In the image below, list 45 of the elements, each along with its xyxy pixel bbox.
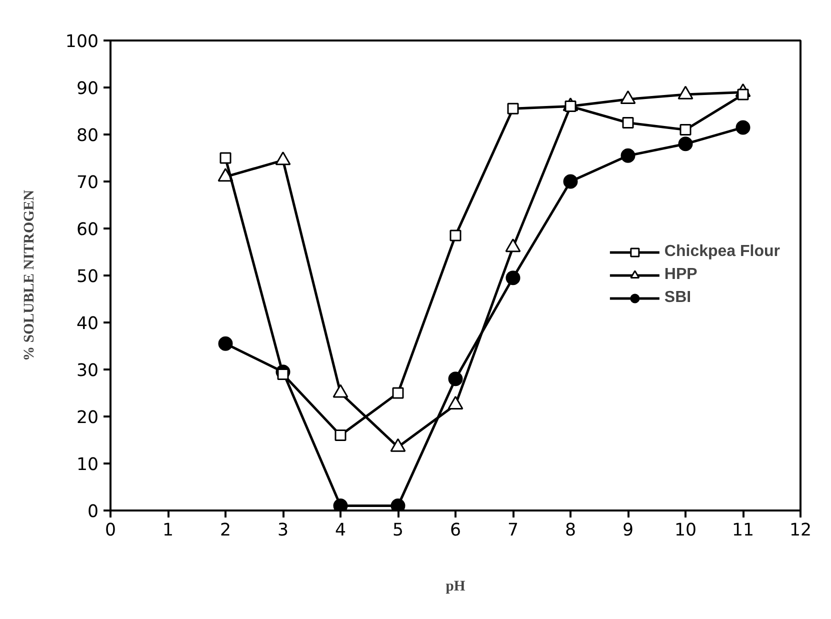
x-tick-label: 7 bbox=[507, 520, 519, 540]
point bbox=[220, 152, 232, 164]
x-tick-label: 0 bbox=[104, 520, 116, 540]
x-tick-label: 10 bbox=[674, 520, 697, 540]
x-tick-label: 5 bbox=[392, 520, 404, 540]
y-tick-label: 60 bbox=[76, 220, 99, 240]
point bbox=[622, 117, 634, 128]
y-tick-label: 10 bbox=[76, 455, 99, 475]
point bbox=[563, 174, 578, 189]
x-axis-title: pH bbox=[446, 578, 466, 594]
y-axis-title: % SOLUBLE NITROGEN bbox=[21, 190, 38, 362]
legend-label: HPP bbox=[664, 266, 698, 284]
point bbox=[620, 148, 636, 163]
point bbox=[448, 372, 463, 386]
point bbox=[736, 120, 750, 135]
x-tick-label: 12 bbox=[789, 520, 812, 540]
point bbox=[390, 498, 406, 510]
y-tick-label: 70 bbox=[76, 173, 99, 193]
y-tick-label: 80 bbox=[76, 126, 99, 146]
y-tick-label: 30 bbox=[76, 361, 99, 381]
y-tick-label: 50 bbox=[76, 267, 99, 287]
x-tick-label: 4 bbox=[334, 520, 346, 540]
x-tick-label: 9 bbox=[622, 520, 634, 540]
point bbox=[506, 270, 520, 286]
x-tick-label: 8 bbox=[564, 520, 576, 540]
y-tick-label: 0 bbox=[87, 502, 99, 522]
legend-label: Chickpea Flour bbox=[664, 243, 780, 261]
point bbox=[507, 102, 519, 114]
legend-label: SBI bbox=[664, 289, 692, 307]
y-tick-label: 20 bbox=[76, 408, 99, 428]
point bbox=[392, 387, 404, 399]
x-tick-label: 3 bbox=[277, 520, 289, 540]
y-tick-label: 100 bbox=[65, 32, 99, 52]
point bbox=[678, 136, 693, 152]
x-tick-label: 2 bbox=[220, 520, 232, 540]
x-tick-label: 1 bbox=[162, 520, 174, 540]
point bbox=[333, 498, 348, 510]
point bbox=[450, 230, 462, 242]
point bbox=[334, 430, 346, 442]
x-tick-label: 11 bbox=[732, 520, 754, 540]
y-tick-label: 90 bbox=[76, 79, 99, 99]
x-tick-label: 6 bbox=[450, 520, 462, 540]
point bbox=[218, 336, 233, 351]
point bbox=[680, 124, 692, 136]
y-tick-label: 40 bbox=[76, 314, 99, 334]
